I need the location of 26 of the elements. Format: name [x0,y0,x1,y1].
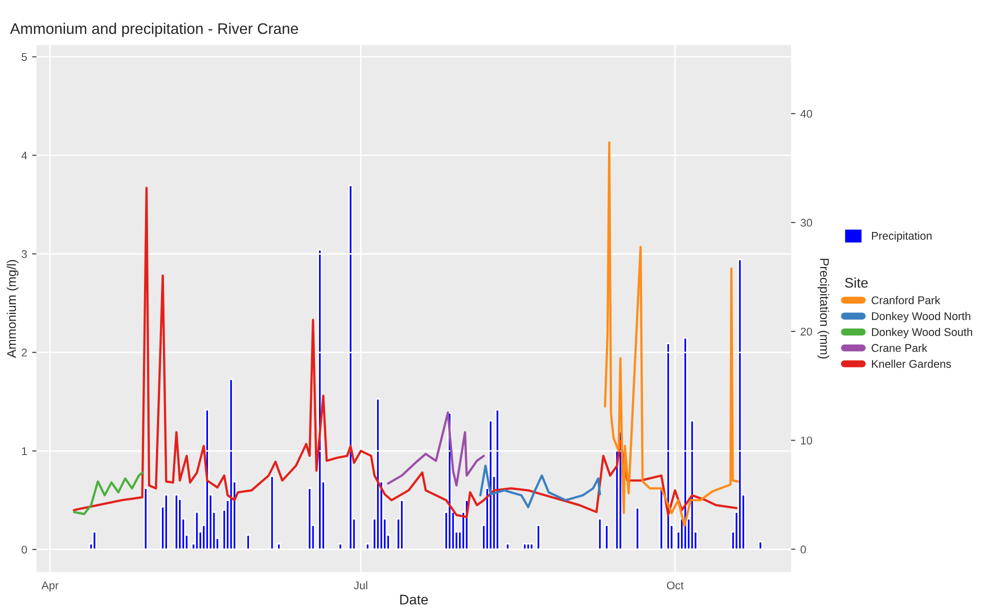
y-tick-label: 4 [21,152,28,160]
y2-tick-label: 40 [800,110,812,118]
x-axis-title: Date [400,594,428,604]
y2-tick-label: 0 [800,546,806,554]
y2-tick-label: 10 [801,436,812,444]
y2-tick-label: 20 [800,328,812,336]
line-series [72,472,144,516]
y-tick-label: 1 [22,447,27,455]
chart-title: Ammonium and precipitation - River Crane [10,22,298,38]
legend-label: Cranford Park [872,296,940,304]
y-tick-label: 5 [22,53,27,61]
legend-label: Kneller Gardens [872,360,951,368]
x-tick-label: Oct [666,581,684,590]
y2-tick-label: 30 [800,218,812,227]
legend-label: Donkey Wood North [872,312,970,322]
legend-title: Site [845,278,868,288]
y-tick-label: 2 [22,348,27,356]
legend-label: Donkey Wood South [872,328,972,338]
y-axis-title: Ammonium (mg/l) [6,260,18,358]
x-tick-label: Apr [41,582,59,592]
y-tick-label: 3 [22,250,27,258]
y-tick-label: 0 [22,546,27,554]
legend-label: Crane Park [872,344,928,352]
legend-label: Precipitation [872,232,932,242]
y2-axis-title: Precipitation (mm) [818,258,830,358]
x-tick-label: Jul [354,581,368,590]
